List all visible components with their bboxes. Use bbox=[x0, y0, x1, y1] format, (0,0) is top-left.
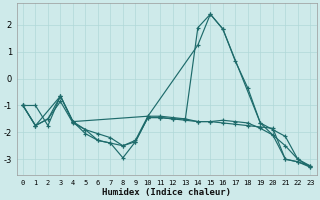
X-axis label: Humidex (Indice chaleur): Humidex (Indice chaleur) bbox=[102, 188, 231, 197]
